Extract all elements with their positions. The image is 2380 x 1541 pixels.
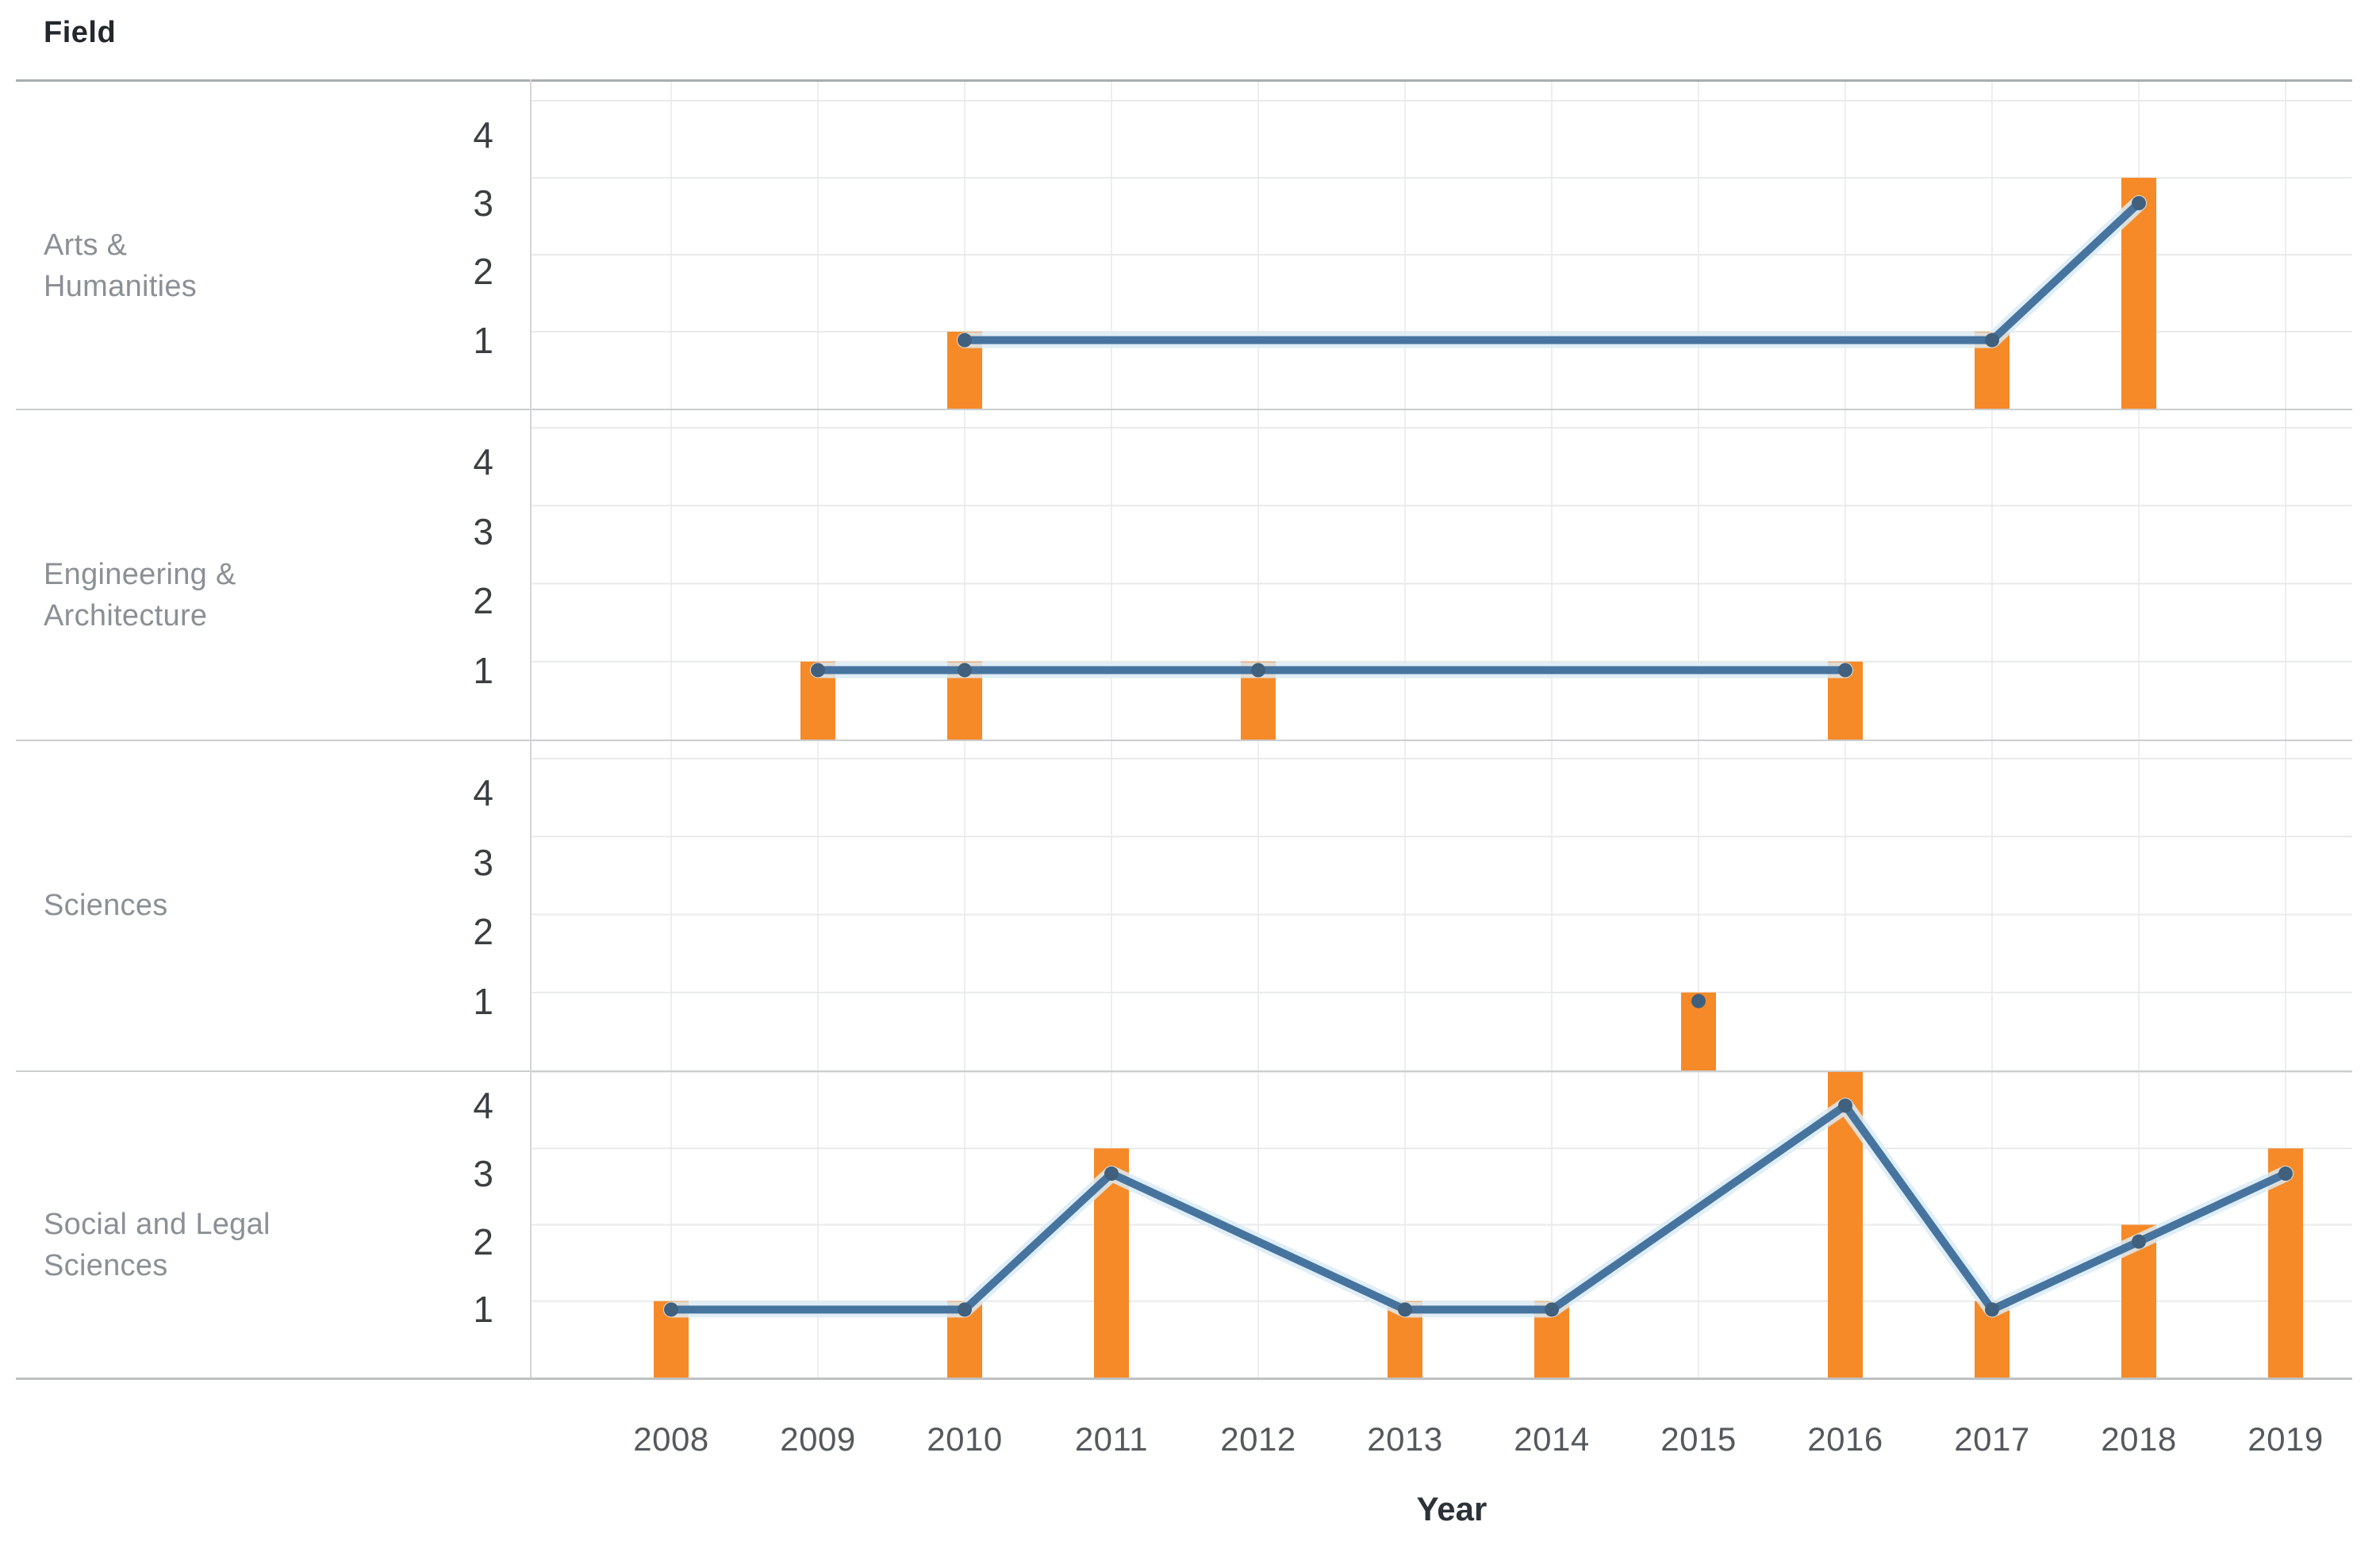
row-label-sciences: Sciences: [44, 885, 456, 926]
field-column-header: Field: [44, 16, 117, 49]
y-tick-arts-humanities-2: 2: [473, 251, 493, 293]
line-point-arts-humanities-2010[interactable]: [958, 332, 972, 348]
y-tick-social-legal-sciences-4: 4: [473, 1085, 493, 1127]
row-divider-3: [16, 1070, 2352, 1072]
line-point-arts-humanities-2017[interactable]: [1985, 332, 1999, 348]
line-point-social-legal-sciences-2014[interactable]: [1545, 1302, 1559, 1317]
panel-plot-social-legal-sciences: [532, 1070, 2352, 1378]
y-axis-line: [530, 79, 532, 1378]
y-tick-engineering-architecture-3: 3: [473, 510, 493, 552]
row-label-social-legal-sciences: Social and Legal Sciences: [44, 1204, 456, 1286]
y-tick-social-legal-sciences-2: 2: [473, 1220, 493, 1262]
panel-plot-sciences: [532, 740, 2352, 1070]
header-divider: [16, 79, 2352, 82]
x-tick-2018: 2018: [2101, 1420, 2177, 1458]
x-tick-2009: 2009: [780, 1420, 856, 1458]
x-tick-2008: 2008: [633, 1420, 709, 1458]
line-point-arts-humanities-2018[interactable]: [2132, 196, 2146, 211]
x-tick-2012: 2012: [1220, 1420, 1296, 1458]
row-divider-1: [16, 409, 2352, 410]
line-point-sciences-2015[interactable]: [1691, 993, 1706, 1009]
row-label-arts-humanities: Arts & Humanities: [44, 225, 456, 307]
row-divider-2: [16, 740, 2352, 741]
line-point-engineering-architecture-2009[interactable]: [811, 663, 825, 678]
x-axis-title: Year: [1416, 1490, 1488, 1528]
x-tick-2011: 2011: [1074, 1420, 1149, 1458]
y-tick-sciences-4: 4: [473, 772, 493, 814]
y-tick-engineering-architecture-4: 4: [473, 441, 493, 483]
y-tick-social-legal-sciences-1: 1: [473, 1289, 493, 1331]
y-tick-arts-humanities-4: 4: [473, 113, 493, 156]
x-tick-2019: 2019: [2248, 1420, 2324, 1458]
panel-plot-engineering-architecture: [532, 409, 2352, 740]
line-point-engineering-architecture-2010[interactable]: [958, 663, 972, 678]
trend-line-halo: [663, 1097, 2294, 1318]
panel-plot-arts-humanities: [532, 82, 2352, 409]
y-tick-arts-humanities-1: 1: [473, 319, 493, 361]
line-point-social-legal-sciences-2017[interactable]: [1985, 1302, 1999, 1317]
y-tick-engineering-architecture-2: 2: [473, 580, 493, 622]
row-label-engineering-architecture: Engineering & Architecture: [44, 554, 456, 636]
y-tick-social-legal-sciences-3: 3: [473, 1153, 493, 1194]
row-label-line: Arts &: [44, 229, 128, 262]
row-label-line: Engineering &: [44, 557, 236, 591]
line-point-social-legal-sciences-2010[interactable]: [958, 1302, 972, 1317]
row-label-line: Sciences: [44, 1248, 168, 1282]
x-tick-2015: 2015: [1660, 1420, 1737, 1458]
row-label-line: Sciences: [44, 888, 168, 922]
line-point-social-legal-sciences-2019[interactable]: [2278, 1166, 2293, 1182]
row-label-line: Humanities: [44, 270, 198, 303]
line-point-social-legal-sciences-2016[interactable]: [1838, 1098, 1852, 1113]
x-tick-2014: 2014: [1514, 1420, 1590, 1458]
y-tick-sciences-3: 3: [473, 841, 493, 883]
y-tick-sciences-1: 1: [473, 980, 493, 1022]
y-tick-sciences-2: 2: [473, 911, 493, 953]
row-label-line: Architecture: [44, 598, 208, 632]
y-tick-arts-humanities-3: 3: [473, 183, 493, 224]
line-point-social-legal-sciences-2018[interactable]: [2132, 1234, 2146, 1249]
x-tick-2010: 2010: [927, 1420, 1003, 1458]
x-tick-2013: 2013: [1367, 1420, 1443, 1458]
line-point-social-legal-sciences-2008[interactable]: [664, 1302, 678, 1317]
line-point-social-legal-sciences-2011[interactable]: [1104, 1166, 1119, 1182]
row-label-line: Social and Legal: [44, 1207, 271, 1241]
y-tick-engineering-architecture-1: 1: [473, 649, 493, 691]
x-tick-2016: 2016: [1807, 1420, 1883, 1458]
line-point-social-legal-sciences-2013[interactable]: [1398, 1302, 1412, 1317]
x-axis-line: [16, 1378, 2352, 1380]
x-tick-2017: 2017: [1954, 1420, 2030, 1458]
line-point-engineering-architecture-2012[interactable]: [1251, 663, 1265, 678]
line-point-engineering-architecture-2016[interactable]: [1838, 663, 1852, 678]
